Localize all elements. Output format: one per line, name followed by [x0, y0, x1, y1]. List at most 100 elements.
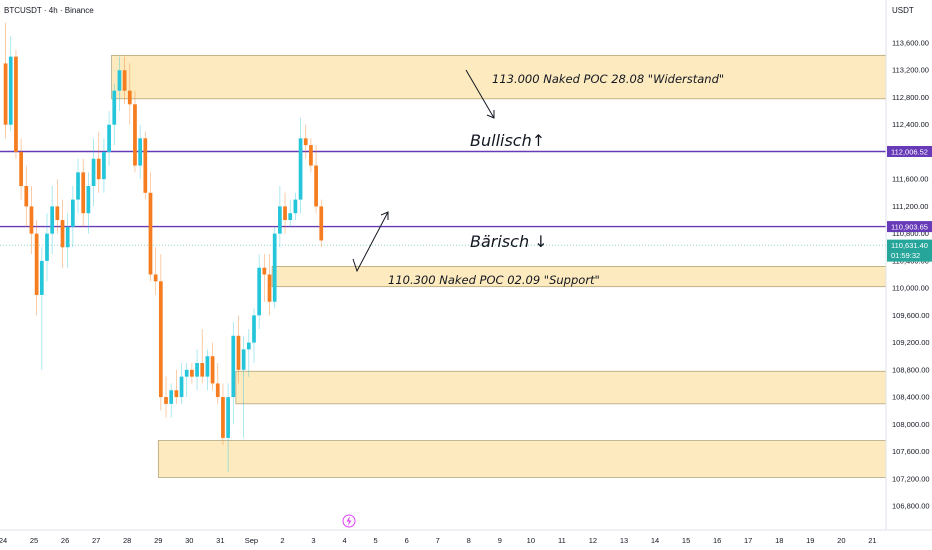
candle[interactable]	[158, 254, 163, 411]
lightning-icon[interactable]	[342, 514, 356, 528]
annotation-bullish[interactable]: Bullisch↑	[470, 131, 545, 150]
candle[interactable]	[298, 117, 303, 214]
candle[interactable]	[91, 138, 96, 207]
candle[interactable]	[19, 138, 23, 200]
candle-body	[205, 356, 210, 377]
candle[interactable]	[14, 49, 18, 159]
y-tick-label: 113,200.00	[892, 66, 929, 75]
candle[interactable]	[81, 158, 86, 227]
candle[interactable]	[309, 138, 313, 173]
candle[interactable]	[288, 199, 293, 227]
candle[interactable]	[195, 349, 199, 391]
arrow-down-to-resistance[interactable]	[465, 69, 495, 119]
candle-body	[70, 199, 75, 227]
y-tick-label: 107,600.00	[892, 447, 930, 456]
candle[interactable]	[272, 226, 277, 309]
candle[interactable]	[117, 56, 122, 112]
candle[interactable]	[122, 56, 127, 105]
y-tick-label: 110,000.00	[892, 284, 929, 293]
x-tick-label: 8	[467, 536, 471, 545]
candle[interactable]	[45, 213, 49, 282]
candle[interactable]	[102, 138, 106, 193]
candle[interactable]	[221, 383, 225, 445]
candle[interactable]	[60, 199, 65, 268]
zone-3[interactable]	[157, 440, 887, 478]
candle-body	[50, 206, 55, 234]
annotation-bearish[interactable]: Bärisch ↓	[470, 232, 548, 251]
candle[interactable]	[236, 315, 241, 384]
x-tick-label: 17	[744, 536, 752, 545]
candle[interactable]	[215, 363, 220, 404]
candle[interactable]	[267, 254, 272, 316]
candle[interactable]	[210, 342, 215, 391]
candle[interactable]	[277, 185, 282, 248]
candle[interactable]	[153, 247, 158, 295]
candle[interactable]	[55, 179, 60, 234]
candle[interactable]	[246, 328, 251, 377]
candle-body	[24, 185, 29, 207]
candle[interactable]	[138, 124, 143, 180]
candle-body	[14, 56, 18, 152]
candle[interactable]	[50, 185, 55, 255]
candle[interactable]	[257, 254, 262, 329]
candle[interactable]	[283, 192, 287, 234]
candle[interactable]	[133, 90, 137, 173]
candle[interactable]	[127, 63, 132, 125]
price-tag-label: 110,903.65	[891, 222, 928, 231]
candle[interactable]	[231, 322, 236, 425]
y-tick-label: 109,200.00	[892, 338, 930, 347]
zone-0[interactable]	[111, 54, 887, 100]
candle[interactable]	[226, 383, 230, 472]
candle[interactable]	[262, 254, 267, 302]
x-tick-label: 31	[216, 536, 224, 545]
candle[interactable]	[200, 328, 205, 384]
candles[interactable]	[3, 22, 324, 472]
candle-body	[96, 158, 101, 180]
arrow-up-from-support[interactable]	[352, 211, 389, 273]
candle[interactable]	[76, 158, 80, 214]
annotation-resistance[interactable]: 113.000 Naked POC 28.08 "Widerstand"	[492, 72, 724, 86]
candle[interactable]	[319, 199, 324, 248]
y-tick-label: 113,600.00	[892, 39, 929, 48]
candle[interactable]	[241, 335, 246, 438]
candle[interactable]	[148, 172, 153, 282]
candle[interactable]	[205, 349, 210, 391]
candle[interactable]	[107, 111, 111, 166]
candle[interactable]	[86, 172, 91, 234]
candle-body	[293, 199, 298, 214]
candle[interactable]	[65, 213, 70, 268]
candle[interactable]	[3, 22, 8, 139]
annotation-support[interactable]: 110.300 Naked POC 02.09 "Support"	[388, 273, 600, 287]
candle[interactable]	[8, 36, 13, 132]
candle[interactable]	[39, 247, 44, 370]
candle-body	[3, 63, 8, 125]
candle[interactable]	[314, 145, 318, 214]
annotations[interactable]: 113.000 Naked POC 28.08 "Widerstand" Bul…	[352, 69, 724, 287]
candle[interactable]	[24, 165, 29, 227]
time-axis[interactable]: 24 25 26 27 28 29 30 31 Sep 2 3 4 5 6 7 8 9 10 11 12 13 14 15 1…	[0, 536, 877, 545]
x-tick-label: 10	[527, 536, 535, 545]
candle[interactable]	[190, 363, 194, 384]
x-tick-label: Sep	[245, 536, 258, 545]
candle[interactable]	[34, 220, 39, 316]
candle[interactable]	[179, 363, 184, 404]
candle[interactable]	[96, 131, 101, 193]
y-tick-label: 106,800.00	[892, 502, 930, 511]
x-tick-label: 9	[498, 536, 502, 545]
candle[interactable]	[293, 192, 298, 221]
candle-body	[164, 397, 168, 404]
candle[interactable]	[112, 83, 117, 146]
candle[interactable]	[70, 185, 75, 248]
candle[interactable]	[184, 363, 189, 398]
candle-body	[215, 383, 220, 398]
candle[interactable]	[252, 308, 256, 364]
zone-2[interactable]	[235, 370, 887, 405]
candle[interactable]	[169, 383, 174, 418]
candle-body	[231, 335, 236, 398]
candle[interactable]	[164, 376, 168, 418]
candle[interactable]	[143, 131, 148, 200]
candle[interactable]	[174, 369, 179, 404]
candle[interactable]	[29, 185, 34, 255]
candle[interactable]	[303, 124, 308, 159]
